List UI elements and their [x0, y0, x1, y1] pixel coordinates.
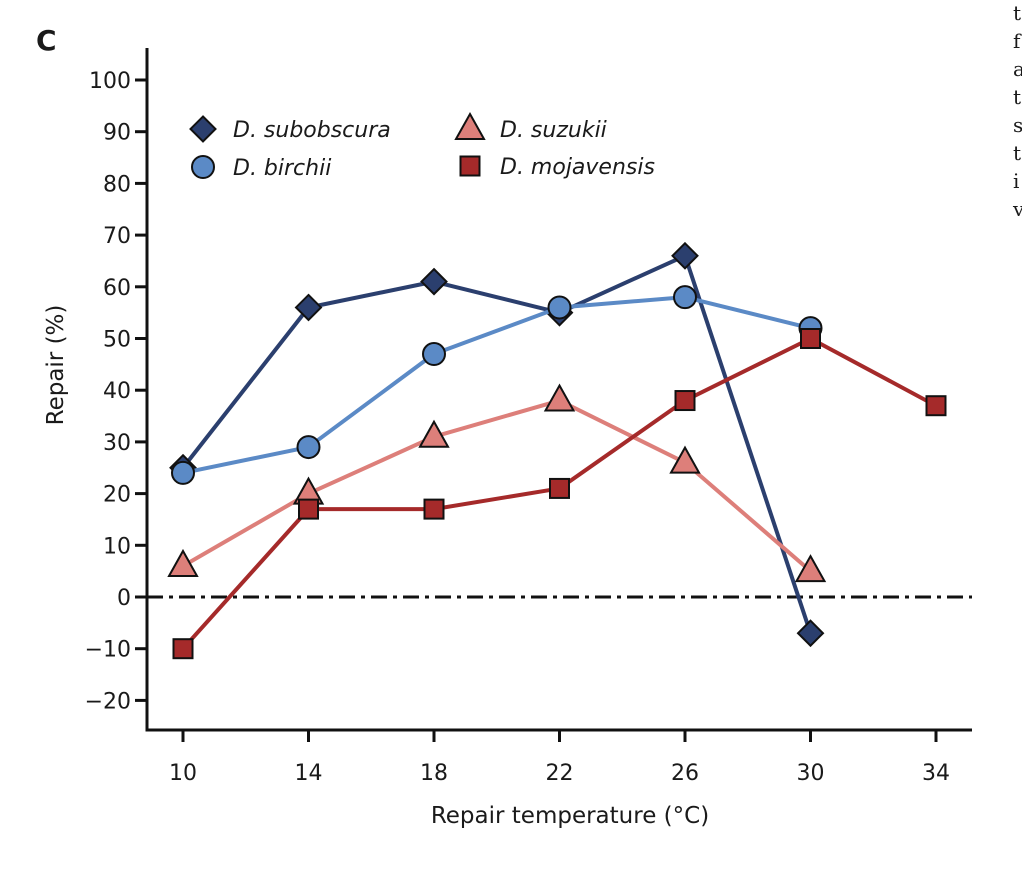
- y-tick-label: 50: [103, 328, 131, 353]
- x-tick-label: 14: [295, 761, 323, 786]
- y-tick-label: 70: [103, 224, 131, 249]
- data-point: [298, 498, 319, 520]
- legend-marker: [191, 155, 215, 179]
- y-axis-title: Repair (%): [43, 305, 69, 426]
- data-point: [172, 638, 194, 660]
- side-text-letter: i: [1013, 169, 1019, 193]
- series-line: [181, 253, 813, 634]
- y-tick-label: 10: [103, 534, 131, 559]
- y-tick-label: 90: [103, 121, 131, 146]
- y-tick-label: −20: [85, 689, 131, 714]
- data-point: [294, 293, 323, 322]
- x-tick-label: 26: [671, 761, 699, 786]
- data-point: [796, 619, 825, 648]
- data-point: [418, 419, 450, 448]
- series-0: [169, 241, 825, 648]
- series-line: [182, 398, 812, 573]
- panel-label: C: [36, 24, 57, 57]
- data-point: [547, 295, 572, 320]
- y-tick-label: 80: [103, 172, 131, 197]
- y-tick-label: −10: [85, 638, 131, 663]
- side-text-letter: a: [1013, 57, 1022, 81]
- side-text-letter: f: [1013, 29, 1022, 53]
- legend: D. subobscura D. birchii D. suzukii D. moja…: [189, 111, 655, 181]
- x-tick-label: 22: [546, 761, 574, 786]
- y-tick-label: 20: [103, 483, 131, 508]
- y-tick-label: 100: [89, 69, 131, 94]
- side-text-letter: t: [1013, 141, 1021, 165]
- data-point: [671, 241, 699, 270]
- series-layer: [167, 241, 947, 660]
- data-point: [420, 267, 448, 296]
- data-point: [925, 395, 947, 417]
- data-point: [669, 445, 701, 474]
- series-1: [171, 285, 823, 485]
- side-text-letter: t: [1013, 1, 1021, 25]
- data-point: [674, 390, 696, 412]
- axes: −20 −10 0 10 20 30 40 50 60 70 80 90 100 10 14 18 22 26 30…: [85, 48, 972, 786]
- side-text-letter: s: [1013, 113, 1022, 137]
- x-tick-label: 18: [420, 761, 448, 786]
- x-tick-label: 10: [169, 761, 197, 786]
- legend-label: D. subobscura: [233, 118, 391, 143]
- data-point: [167, 548, 199, 577]
- x-tick-label: 34: [922, 761, 950, 786]
- y-tick-label: 40: [103, 379, 131, 404]
- data-point: [296, 435, 321, 460]
- legend-marker: [454, 111, 486, 140]
- side-text-letter: t: [1013, 85, 1021, 109]
- data-point: [423, 498, 445, 520]
- series-line: [182, 295, 811, 475]
- data-point: [543, 383, 576, 412]
- data-point: [673, 285, 697, 310]
- series-3: [172, 328, 947, 660]
- x-tick-label: 30: [797, 761, 825, 786]
- series-2: [167, 383, 827, 583]
- y-tick-label: 0: [117, 586, 131, 611]
- legend-label: D. mojavensis: [500, 155, 655, 180]
- side-text-letter: v: [1012, 197, 1022, 221]
- data-point: [171, 460, 195, 485]
- legend-marker: [189, 115, 217, 143]
- legend-marker: [459, 155, 481, 177]
- data-point: [794, 554, 827, 583]
- y-tick-label: 30: [103, 431, 131, 456]
- data-point: [800, 328, 821, 349]
- data-point: [549, 477, 570, 499]
- y-tick-label: 60: [103, 276, 131, 301]
- x-axis-title: Repair temperature (°C): [431, 803, 709, 829]
- data-point: [422, 342, 446, 367]
- legend-label: D. suzukii: [500, 118, 607, 143]
- legend-label: D. birchii: [233, 156, 331, 181]
